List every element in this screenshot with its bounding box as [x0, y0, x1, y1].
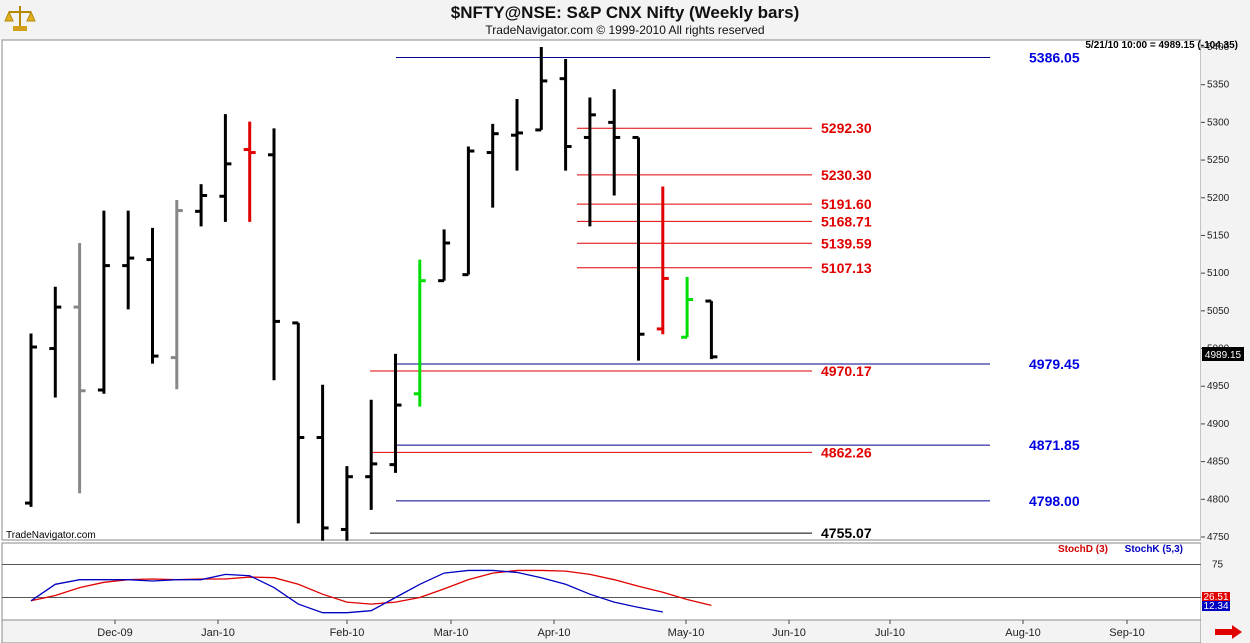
ohlc-bar — [608, 89, 621, 196]
last-price-label: 4989.15 — [1205, 350, 1242, 361]
ohlc-bar — [49, 286, 62, 398]
ohlc-bar — [73, 243, 86, 494]
ohlc-bars — [25, 47, 718, 541]
ohlc-bar — [146, 227, 159, 364]
x-tick-label: Mar-10 — [434, 627, 469, 639]
level-label-red: 5292.30 — [821, 120, 872, 136]
x-tick-label: Jan-10 — [201, 627, 235, 639]
level-label-red: 5191.60 — [821, 196, 872, 212]
ohlc-bar — [438, 229, 451, 283]
ohlc-bar — [413, 259, 426, 407]
stoch-value-tag — [1202, 592, 1230, 602]
chart-header: $NFTY@NSE: S&P CNX Nifty (Weekly bars) T… — [0, 0, 1250, 40]
y-tick-label: 5100 — [1207, 268, 1230, 279]
y-tick-label: 5400 — [1207, 42, 1230, 53]
ohlc-bar — [632, 135, 645, 361]
level-label-red: 4862.26 — [821, 444, 872, 460]
ohlc-bar — [656, 186, 669, 335]
level-label-blue: 4979.45 — [1029, 356, 1080, 372]
stoch-k-legend: StochK (5,3) — [1125, 544, 1183, 555]
x-tick-label: Feb-10 — [330, 627, 365, 639]
ohlc-bar — [559, 59, 572, 171]
last-price-box — [1202, 347, 1244, 361]
y-tick-label: 5350 — [1207, 80, 1230, 91]
y-tick-label: 4850 — [1207, 457, 1230, 468]
y-tick-label: 5250 — [1207, 155, 1230, 166]
date-x-axis: Dec-09 Jan-10 Feb-10 Mar-10 Apr-10 May-10 Jun-… — [97, 620, 1145, 639]
stoch-value-label: 12.34 — [1203, 601, 1228, 612]
y-tick-label: 5300 — [1207, 117, 1230, 128]
y-tick-label: 4800 — [1207, 494, 1230, 505]
y-tick-label: 4900 — [1207, 419, 1230, 430]
level-label-blue: 5386.05 — [1029, 50, 1080, 66]
stoch-line-d — [30, 569, 712, 607]
ohlc-bar — [705, 299, 718, 360]
x-tick-label: May-10 — [668, 627, 705, 639]
level-label-blue: 4871.85 — [1029, 437, 1080, 453]
ohlc-bar — [122, 210, 135, 310]
price-readout: 5/21/10 10:00 = 4989.15 (-104.35) — [1085, 40, 1238, 51]
chart-subtitle: TradeNavigator.com © 1999-2010 All right… — [485, 23, 765, 37]
x-tick-label: Dec-09 — [97, 627, 132, 639]
level-label-red: 5230.30 — [821, 167, 872, 183]
stoch-line-k — [30, 569, 663, 614]
ohlc-bar — [195, 184, 208, 227]
ohlc-bar — [243, 121, 256, 222]
ohlc-bar — [316, 384, 329, 541]
level-label-red: 4970.17 — [821, 363, 872, 379]
level-label-black: 4755.07 — [821, 525, 872, 541]
ohlc-bar — [511, 99, 523, 171]
scroll-right-arrow-icon[interactable] — [1215, 625, 1242, 639]
ohlc-bar — [583, 97, 596, 227]
x-tick-label: Sep-10 — [1109, 627, 1144, 639]
y-tick-label: 4950 — [1207, 381, 1230, 392]
ohlc-bar — [25, 333, 37, 507]
trade-navigator-logo-icon — [4, 4, 36, 34]
level-label-red: 5139.59 — [821, 235, 872, 251]
y-tick-label: 5050 — [1207, 306, 1230, 317]
ohlc-bar — [292, 321, 305, 524]
y-tick-label: 5150 — [1207, 230, 1230, 241]
stoch-d-legend: StochD (3) — [1058, 544, 1108, 555]
ohlc-bar — [97, 210, 110, 394]
ohlc-bar — [219, 114, 232, 222]
y-tick-label: 5200 — [1207, 193, 1230, 204]
y-tick-label: 4750 — [1207, 532, 1230, 543]
x-tick-label: Jul-10 — [875, 627, 905, 639]
ohlc-bar — [681, 276, 694, 339]
chart-title: $NFTY@NSE: S&P CNX Nifty (Weekly bars) — [450, 3, 800, 22]
x-tick-label: Aug-10 — [1005, 627, 1040, 639]
ohlc-bar — [268, 128, 280, 381]
ohlc-bar — [535, 47, 548, 132]
x-tick-label: Apr-10 — [537, 627, 570, 639]
stoch-value-tag — [1202, 601, 1230, 611]
level-label-red: 5107.13 — [821, 260, 872, 276]
ohlc-bar — [340, 466, 353, 541]
level-label-red: 5168.71 — [821, 213, 872, 229]
watermark: TradeNavigator.com — [6, 530, 96, 541]
stoch-y-tick-label: 75 — [1212, 560, 1224, 571]
ohlc-bar — [462, 146, 475, 277]
stoch-value-label: 26.51 — [1203, 592, 1228, 603]
ohlc-bar — [365, 399, 378, 510]
ohlc-bar — [389, 353, 402, 473]
x-tick-label: Jun-10 — [772, 627, 806, 639]
ohlc-bar — [486, 123, 499, 208]
chart-frame — [1, 39, 1250, 643]
ohlc-bar — [170, 200, 183, 390]
level-label-blue: 4798.00 — [1029, 493, 1080, 509]
